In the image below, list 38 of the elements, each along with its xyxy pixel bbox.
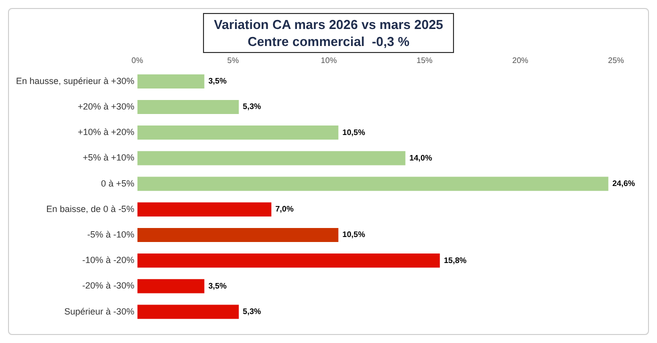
x-tick-label: 15% (416, 56, 433, 66)
y-tick-label: Supérieur à -30% (64, 306, 134, 316)
data-label: 7,0% (275, 204, 294, 214)
bar (137, 279, 204, 294)
data-label: 14,0% (409, 153, 432, 162)
y-tick-label: -5% à -10% (87, 229, 134, 240)
chart-title: Variation CA mars 2026 vs mars 2025 (214, 16, 444, 33)
bar (137, 304, 239, 319)
y-tick-label: +10% à +20% (78, 127, 134, 138)
y-tick-label: +20% à +30% (78, 101, 134, 112)
y-tick-label: -10% à -20% (82, 255, 134, 266)
y-tick-label: En hausse, supérieur à +30% (16, 76, 134, 86)
x-tick-label: 10% (320, 56, 337, 66)
y-tick-label: +5% à +10% (82, 152, 134, 163)
x-tick-label: 0% (132, 56, 144, 66)
x-tick-label: 5% (227, 56, 239, 66)
x-tick-label: 20% (512, 56, 528, 66)
data-label: 15,8% (444, 256, 467, 265)
bar (137, 254, 440, 268)
data-label: 5,3% (242, 307, 262, 316)
data-label: 10,5% (342, 128, 366, 137)
bar (137, 228, 338, 242)
y-tick-label: -20% à -30% (82, 280, 134, 291)
data-label: 3,5% (208, 76, 227, 86)
bar (137, 202, 272, 216)
y-tick-label: En baisse, de 0 à -5% (46, 204, 134, 214)
bar (137, 176, 608, 191)
data-label: 10,5% (342, 230, 366, 240)
bar (137, 74, 204, 88)
y-tick-label: 0 à +5% (101, 178, 134, 188)
data-label: 3,5% (208, 281, 227, 290)
x-tick-label: 25% (608, 56, 624, 66)
data-label: 24,6% (612, 179, 636, 188)
data-label: 5,3% (242, 102, 262, 112)
chart-subtitle: Centre commercial -0,3 % (246, 33, 410, 50)
bar (137, 151, 406, 166)
bar (137, 126, 338, 140)
bar (137, 100, 239, 114)
